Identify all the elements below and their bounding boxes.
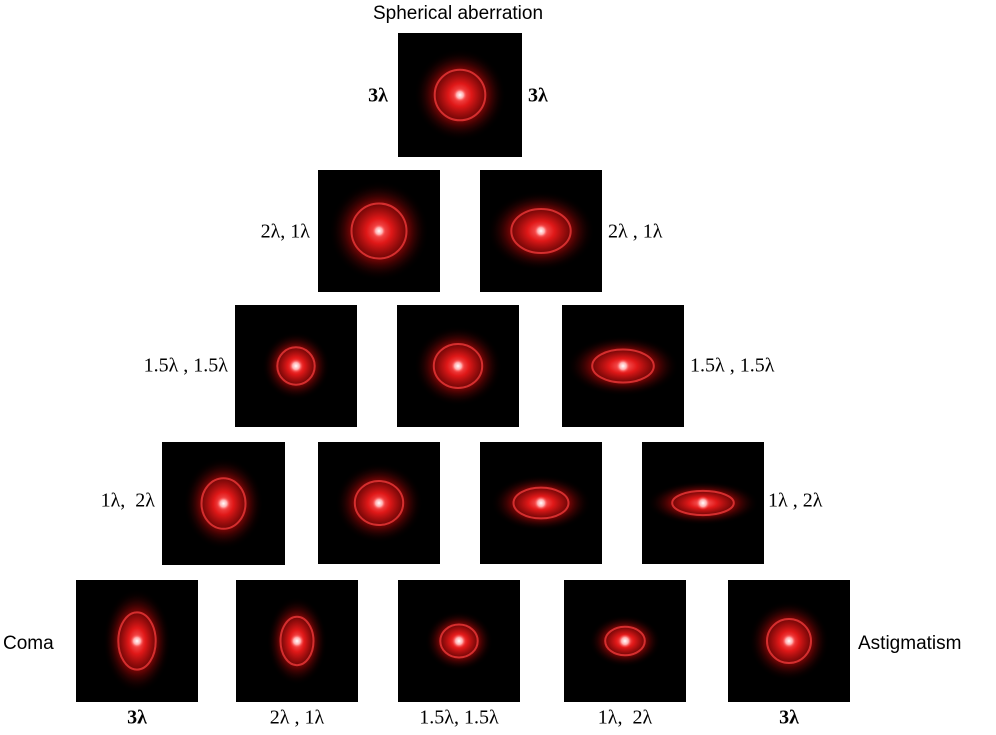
psf-image — [397, 305, 519, 427]
core — [696, 496, 710, 510]
psf-image — [642, 442, 764, 564]
row-label: 2λ, 1λ — [261, 221, 311, 243]
ring — [604, 625, 646, 657]
ring — [117, 611, 157, 671]
core — [618, 634, 632, 648]
psf-image — [318, 442, 440, 564]
side-label: Astigmatism — [858, 633, 961, 654]
ring — [279, 615, 315, 667]
psf-image — [480, 170, 602, 292]
psf-image — [562, 305, 684, 427]
ring — [433, 68, 487, 122]
row-label: 1.5λ , 1.5λ — [144, 355, 229, 377]
bottom-label: 1.5λ, 1.5λ — [419, 707, 499, 729]
ring — [766, 618, 812, 664]
bottom-label: 3λ — [779, 707, 799, 729]
core — [453, 88, 467, 102]
ring — [671, 489, 735, 517]
bottom-label: 1λ, 2λ — [598, 707, 653, 729]
core — [289, 359, 303, 373]
core — [452, 634, 466, 648]
core — [616, 359, 630, 373]
row-label: 3λ — [368, 85, 388, 107]
row-label: 3λ — [528, 85, 548, 107]
core — [451, 359, 465, 373]
row-label: 2λ , 1λ — [608, 221, 663, 243]
ring — [276, 346, 316, 386]
side-label: Coma — [3, 633, 54, 654]
core — [372, 224, 386, 238]
ring — [432, 343, 484, 389]
ring — [350, 202, 408, 260]
psf-image — [398, 33, 522, 157]
ring — [512, 486, 570, 520]
core — [534, 496, 548, 510]
core — [216, 496, 231, 511]
row-label: 1λ , 2λ — [768, 490, 823, 512]
ring — [591, 348, 655, 384]
psf-images — [76, 33, 850, 702]
ring — [439, 623, 479, 659]
psf-image — [162, 442, 285, 565]
psf-image — [480, 442, 602, 564]
bottom-label: 3λ — [127, 707, 147, 729]
psf-image — [76, 580, 198, 702]
bottom-label: 2λ , 1λ — [270, 707, 325, 729]
psf-image — [398, 580, 520, 702]
core — [534, 224, 548, 238]
ring — [353, 480, 405, 526]
psf-image — [236, 580, 358, 702]
core — [290, 634, 304, 648]
core — [372, 496, 386, 510]
row-label: 1.5λ , 1.5λ — [690, 355, 775, 377]
core — [782, 634, 796, 648]
psf-image — [564, 580, 686, 702]
title: Spherical aberration — [373, 3, 543, 24]
psf-image — [318, 170, 440, 292]
row-label: 1λ, 2λ — [101, 490, 156, 512]
ring — [510, 208, 572, 254]
core — [130, 634, 144, 648]
psf-image — [728, 580, 850, 702]
psf-image — [235, 305, 357, 427]
ring — [200, 477, 247, 530]
